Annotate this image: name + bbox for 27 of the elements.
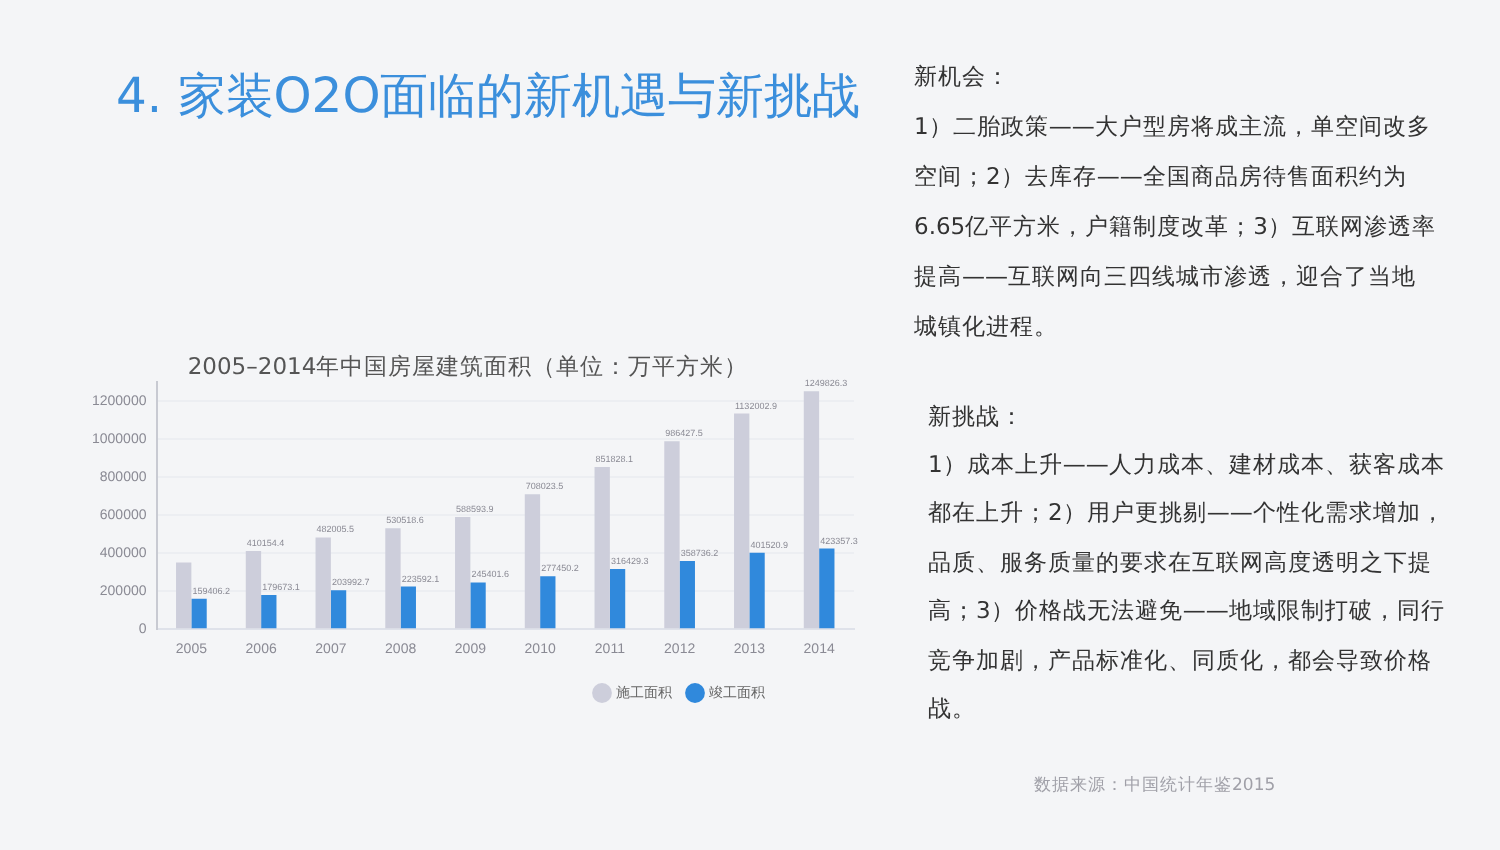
bar: [594, 466, 610, 629]
bar: [609, 568, 626, 629]
bar: [749, 552, 765, 629]
bar: [315, 537, 331, 629]
text: 新挑战：: [928, 400, 1024, 434]
bar: [400, 586, 416, 629]
text: 1）二胎政策——大户型房将成主流，单空间改多空间；2）去库存——全国商品房待售面积约为6.65亿平方米，户籍制度改革；3）互联网渗透率提高——互联网向三四线城市渗透，迎合了当地城镇化进程。: [914, 110, 1438, 344]
bar: [176, 562, 192, 629]
bar: [664, 441, 680, 629]
source-note: 数据来源：中国统计年鉴2015: [1034, 774, 1276, 800]
bar: [245, 551, 262, 629]
bar: [385, 528, 401, 629]
bar: [470, 582, 486, 629]
bar: [679, 560, 695, 629]
text: 新机会：: [914, 60, 1010, 94]
chart-subtitle: 2005–2014年中国房屋建筑面积（单位：万平方米）: [187, 351, 749, 380]
bar: [330, 590, 347, 629]
bar: [803, 391, 820, 629]
bar: [191, 598, 207, 629]
bar: [261, 594, 277, 629]
bar: [524, 494, 541, 629]
text: 1）成本上升——人力成本、建材成本、获客成本都在上升；2）用户更挑剔——个性化需求增加，品质、服务质量的要求在互联网高度透明之下提高；3）价格战无法避免——地域限制打破，同行竞争加剧，产品标准化、同质化，都会导致价格战。: [928, 448, 1447, 727]
bar: [734, 413, 750, 629]
bar: [540, 576, 556, 629]
chart-title: 4. 家装O2O面临的新机遇与新挑战: [116, 66, 861, 126]
bar: [819, 548, 835, 629]
bar: [455, 517, 471, 629]
